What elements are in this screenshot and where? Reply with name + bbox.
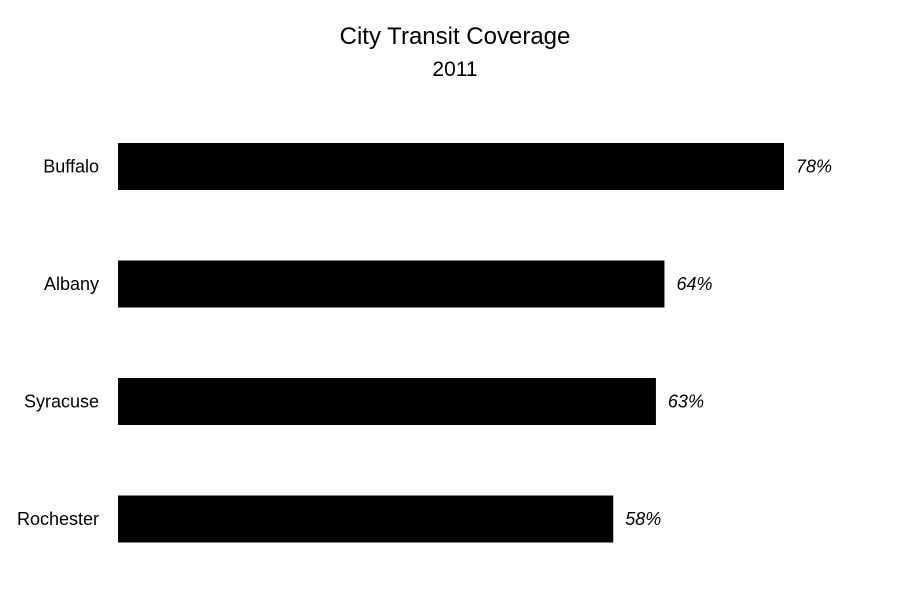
- value-label-buffalo: 78%: [796, 157, 832, 177]
- bar-syracuse: [118, 378, 656, 425]
- chart-subtitle: 2011: [432, 58, 477, 81]
- category-label-rochester: Rochester: [17, 509, 99, 529]
- bars-group: [118, 143, 784, 543]
- chart-title: City Transit Coverage: [340, 23, 571, 50]
- bar-rochester: [118, 495, 614, 543]
- value-label-rochester: 58%: [625, 509, 661, 529]
- category-label-buffalo: Buffalo: [43, 157, 99, 177]
- category-labels: Buffalo Albany Syracuse Rochester: [17, 157, 99, 530]
- bar-buffalo: [118, 143, 784, 190]
- category-label-syracuse: Syracuse: [24, 392, 99, 412]
- value-label-syracuse: 63%: [668, 392, 704, 412]
- value-label-albany: 64%: [676, 274, 712, 294]
- value-labels: 78% 64% 63% 58%: [625, 157, 832, 530]
- category-label-albany: Albany: [44, 274, 99, 294]
- bar-albany: [118, 260, 665, 308]
